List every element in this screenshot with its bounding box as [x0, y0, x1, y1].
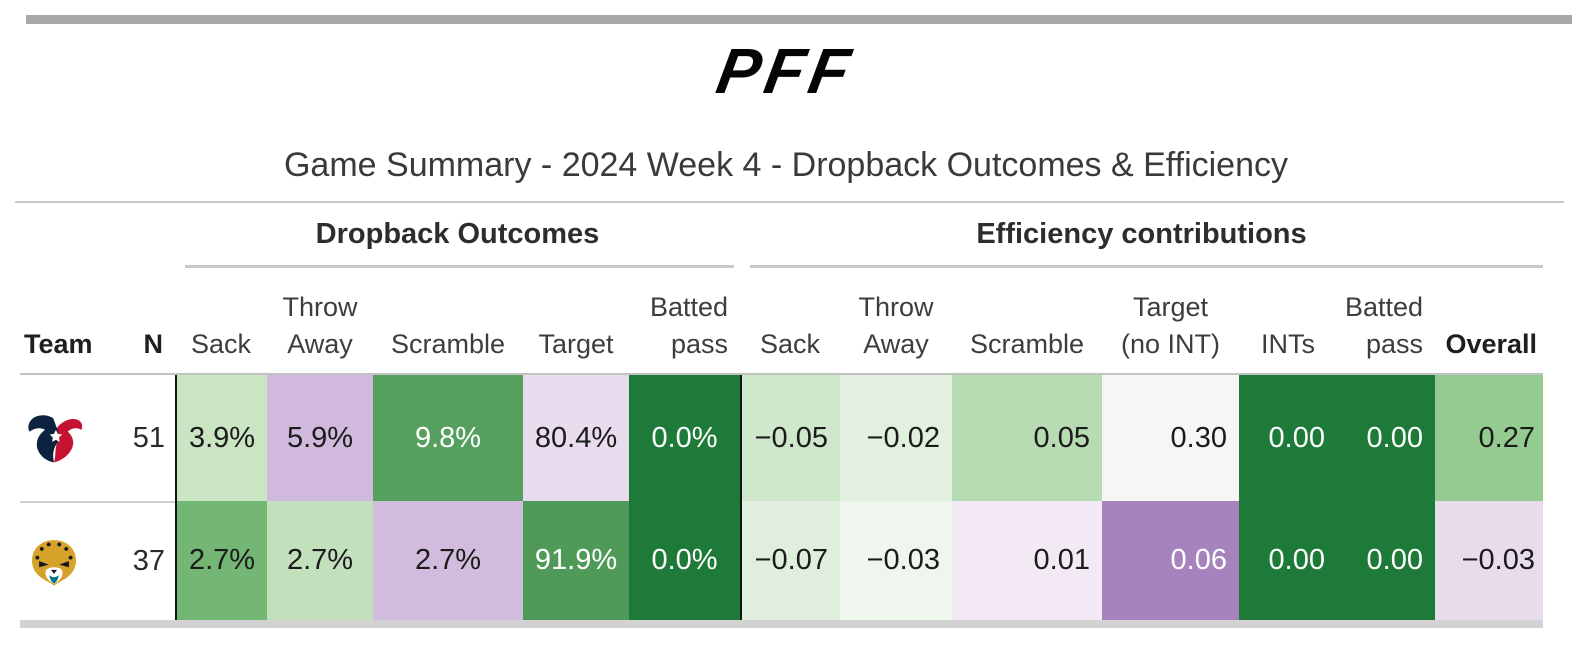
cell-dropback-sack: 3.9% [175, 375, 267, 501]
column-header-efficiency-ints: INTs [1261, 329, 1315, 359]
pff-logo-text: PFF [711, 35, 861, 107]
pff-logo: PFF [0, 34, 1572, 108]
summary-table: Dropback Outcomes Efficiency contributio… [20, 210, 1543, 628]
n-cell: 37 [120, 501, 175, 620]
title-divider [15, 201, 1564, 203]
jacksonville-jaguars-logo [32, 539, 76, 586]
houston-texans-logo [28, 415, 83, 463]
cell-efficiency-batted-pass: 0.00 [1337, 375, 1435, 501]
column-header-dropback-batted-pass: Batted pass [649, 292, 728, 359]
cell-efficiency-throw-away: −0.03 [840, 501, 952, 620]
column-header-overall: Overall [1445, 329, 1537, 359]
n-cell: 51 [120, 375, 175, 501]
team-cell [20, 375, 120, 501]
top-divider [26, 15, 1572, 24]
column-header-team: Team [24, 329, 93, 359]
column-header-dropback-sack: Sack [190, 329, 252, 359]
column-header-efficiency-batted-pass: Batted pass [1344, 292, 1423, 359]
cell-efficiency-target-no-int: 0.06 [1102, 501, 1239, 620]
column-header-efficiency-throw-away: Throw Away [858, 292, 934, 359]
cell-dropback-batted-pass: 0.0% [629, 375, 740, 501]
cell-overall: 0.27 [1435, 375, 1543, 501]
cell-efficiency-ints: 0.00 [1239, 375, 1337, 501]
group-dropback-outcomes: Dropback Outcomes [175, 210, 740, 268]
cell-efficiency-sack: −0.07 [740, 501, 840, 620]
cell-efficiency-target-no-int: 0.30 [1102, 375, 1239, 501]
column-header-dropback-throw-away: Throw Away [282, 292, 358, 359]
cell-dropback-batted-pass: 0.0% [629, 501, 740, 620]
cell-dropback-target: 91.9% [523, 501, 629, 620]
cell-dropback-throw-away: 5.9% [267, 375, 373, 501]
group-underline [750, 265, 1543, 268]
cell-efficiency-scramble: 0.01 [952, 501, 1102, 620]
group-underline [185, 265, 734, 268]
cell-dropback-scramble: 2.7% [373, 501, 523, 620]
group-dropback-outcomes-label: Dropback Outcomes [315, 218, 600, 250]
group-efficiency-contributions-label: Efficiency contributions [976, 218, 1307, 250]
cell-dropback-throw-away: 2.7% [267, 501, 373, 620]
column-header-dropback-target: Target [538, 329, 614, 359]
cell-dropback-sack: 2.7% [175, 501, 267, 620]
column-header-efficiency-sack: Sack [759, 329, 821, 359]
column-header-efficiency-scramble: Scramble [969, 329, 1085, 359]
bottom-divider [20, 620, 1543, 628]
table-row-jacksonville-jaguars: 37 2.7% 2.7% 2.7% 91.9% 0.0% −0.07 −0.03… [20, 501, 1543, 620]
cell-dropback-scramble: 9.8% [373, 375, 523, 501]
cell-efficiency-scramble: 0.05 [952, 375, 1102, 501]
cell-dropback-target: 80.4% [523, 375, 629, 501]
column-header-row: Team N Sack Throw Away Scramble Target [20, 268, 1543, 373]
column-header-efficiency-target-no-int: Target (no INT) [1120, 292, 1220, 359]
group-header-row: Dropback Outcomes Efficiency contributio… [20, 210, 1543, 268]
cell-efficiency-sack: −0.05 [740, 375, 840, 501]
cell-efficiency-batted-pass: 0.00 [1337, 501, 1435, 620]
column-header-dropback-scramble: Scramble [390, 329, 506, 359]
team-cell [20, 501, 120, 620]
group-header-spacer [20, 210, 175, 268]
group-efficiency-contributions: Efficiency contributions [740, 210, 1543, 268]
table-row-houston-texans: 51 3.9% 5.9% 9.8% 80.4% 0.0% −0.05 −0.02… [20, 375, 1543, 501]
header-divider [20, 373, 1543, 375]
page-title: Game Summary - 2024 Week 4 - Dropback Ou… [283, 146, 1288, 184]
cell-efficiency-throw-away: −0.02 [840, 375, 952, 501]
cell-efficiency-ints: 0.00 [1239, 501, 1337, 620]
column-header-n: N [143, 329, 164, 359]
cell-overall: −0.03 [1435, 501, 1543, 620]
